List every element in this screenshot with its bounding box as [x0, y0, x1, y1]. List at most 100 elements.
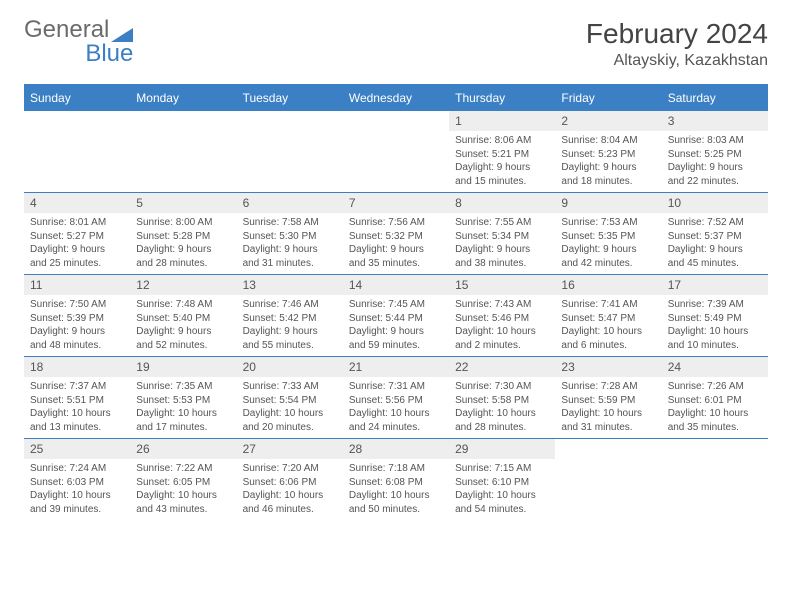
- sunrise-text: Sunrise: 7:15 AM: [455, 462, 549, 476]
- logo: GeneralBlue: [24, 18, 133, 66]
- day-number: [555, 439, 661, 459]
- day-details: Sunrise: 7:33 AMSunset: 5:54 PMDaylight:…: [237, 377, 343, 438]
- calendar-day-cell: 24Sunrise: 7:26 AMSunset: 6:01 PMDayligh…: [662, 357, 768, 439]
- day-number: 17: [662, 275, 768, 295]
- day-details: Sunrise: 7:26 AMSunset: 6:01 PMDaylight:…: [662, 377, 768, 438]
- day-details: Sunrise: 7:35 AMSunset: 5:53 PMDaylight:…: [130, 377, 236, 438]
- day-number: 2: [555, 111, 661, 131]
- sunrise-text: Sunrise: 7:53 AM: [561, 216, 655, 230]
- calendar-day-cell: 4Sunrise: 8:01 AMSunset: 5:27 PMDaylight…: [24, 193, 130, 275]
- sunset-text: Sunset: 5:54 PM: [243, 394, 337, 408]
- calendar-day-cell: 26Sunrise: 7:22 AMSunset: 6:05 PMDayligh…: [130, 439, 236, 521]
- day-number: 1: [449, 111, 555, 131]
- calendar-day-cell: 1Sunrise: 8:06 AMSunset: 5:21 PMDaylight…: [449, 111, 555, 193]
- sunset-text: Sunset: 6:08 PM: [349, 476, 443, 490]
- daylight-text: Daylight: 9 hours and 45 minutes.: [668, 243, 762, 270]
- sunrise-text: Sunrise: 8:00 AM: [136, 216, 230, 230]
- sunrise-text: Sunrise: 7:43 AM: [455, 298, 549, 312]
- sunset-text: Sunset: 5:32 PM: [349, 230, 443, 244]
- daylight-text: Daylight: 9 hours and 52 minutes.: [136, 325, 230, 352]
- calendar-day-cell: 29Sunrise: 7:15 AMSunset: 6:10 PMDayligh…: [449, 439, 555, 521]
- sunrise-text: Sunrise: 8:04 AM: [561, 134, 655, 148]
- calendar-day-cell: [555, 439, 661, 521]
- sunrise-text: Sunrise: 7:33 AM: [243, 380, 337, 394]
- sunset-text: Sunset: 5:30 PM: [243, 230, 337, 244]
- calendar-day-cell: [343, 111, 449, 193]
- logo-text-2: Blue: [85, 40, 133, 67]
- daylight-text: Daylight: 10 hours and 24 minutes.: [349, 407, 443, 434]
- calendar-table: Sunday Monday Tuesday Wednesday Thursday…: [24, 84, 768, 521]
- day-details: Sunrise: 7:56 AMSunset: 5:32 PMDaylight:…: [343, 213, 449, 274]
- day-number: 15: [449, 275, 555, 295]
- sunset-text: Sunset: 5:39 PM: [30, 312, 124, 326]
- sunset-text: Sunset: 5:35 PM: [561, 230, 655, 244]
- sunset-text: Sunset: 5:56 PM: [349, 394, 443, 408]
- sunset-text: Sunset: 5:34 PM: [455, 230, 549, 244]
- sunset-text: Sunset: 5:53 PM: [136, 394, 230, 408]
- day-details: Sunrise: 7:37 AMSunset: 5:51 PMDaylight:…: [24, 377, 130, 438]
- day-number: 5: [130, 193, 236, 213]
- daylight-text: Daylight: 9 hours and 38 minutes.: [455, 243, 549, 270]
- day-details: Sunrise: 7:30 AMSunset: 5:58 PMDaylight:…: [449, 377, 555, 438]
- day-details: Sunrise: 7:46 AMSunset: 5:42 PMDaylight:…: [237, 295, 343, 356]
- sunset-text: Sunset: 5:58 PM: [455, 394, 549, 408]
- day-number: 21: [343, 357, 449, 377]
- day-details: Sunrise: 7:28 AMSunset: 5:59 PMDaylight:…: [555, 377, 661, 438]
- day-header: Tuesday: [237, 85, 343, 111]
- day-number: 3: [662, 111, 768, 131]
- day-number: 8: [449, 193, 555, 213]
- sunrise-text: Sunrise: 7:41 AM: [561, 298, 655, 312]
- sunset-text: Sunset: 5:28 PM: [136, 230, 230, 244]
- sunrise-text: Sunrise: 7:31 AM: [349, 380, 443, 394]
- sunrise-text: Sunrise: 7:50 AM: [30, 298, 124, 312]
- day-header: Thursday: [449, 85, 555, 111]
- sunrise-text: Sunrise: 7:56 AM: [349, 216, 443, 230]
- day-number: 9: [555, 193, 661, 213]
- day-details: Sunrise: 8:03 AMSunset: 5:25 PMDaylight:…: [662, 131, 768, 192]
- sunrise-text: Sunrise: 7:30 AM: [455, 380, 549, 394]
- calendar-day-cell: [130, 111, 236, 193]
- sunset-text: Sunset: 5:42 PM: [243, 312, 337, 326]
- sunrise-text: Sunrise: 7:52 AM: [668, 216, 762, 230]
- calendar-day-cell: 10Sunrise: 7:52 AMSunset: 5:37 PMDayligh…: [662, 193, 768, 275]
- month-year-title: February 2024: [586, 18, 768, 50]
- day-details: Sunrise: 8:06 AMSunset: 5:21 PMDaylight:…: [449, 131, 555, 192]
- day-details: Sunrise: 7:39 AMSunset: 5:49 PMDaylight:…: [662, 295, 768, 356]
- day-header: Saturday: [662, 85, 768, 111]
- calendar-day-cell: 19Sunrise: 7:35 AMSunset: 5:53 PMDayligh…: [130, 357, 236, 439]
- sunset-text: Sunset: 5:21 PM: [455, 148, 549, 162]
- daylight-text: Daylight: 9 hours and 59 minutes.: [349, 325, 443, 352]
- daylight-text: Daylight: 10 hours and 20 minutes.: [243, 407, 337, 434]
- daylight-text: Daylight: 10 hours and 54 minutes.: [455, 489, 549, 516]
- day-details: Sunrise: 7:18 AMSunset: 6:08 PMDaylight:…: [343, 459, 449, 520]
- day-details: Sunrise: 7:24 AMSunset: 6:03 PMDaylight:…: [24, 459, 130, 520]
- calendar-day-cell: [237, 111, 343, 193]
- calendar-week-row: 25Sunrise: 7:24 AMSunset: 6:03 PMDayligh…: [24, 439, 768, 521]
- page-header: GeneralBlue February 2024 Altayskiy, Kaz…: [24, 18, 768, 70]
- sunrise-text: Sunrise: 7:37 AM: [30, 380, 124, 394]
- sunrise-text: Sunrise: 7:55 AM: [455, 216, 549, 230]
- calendar-week-row: 18Sunrise: 7:37 AMSunset: 5:51 PMDayligh…: [24, 357, 768, 439]
- day-number: 19: [130, 357, 236, 377]
- calendar-day-cell: 11Sunrise: 7:50 AMSunset: 5:39 PMDayligh…: [24, 275, 130, 357]
- day-number: 27: [237, 439, 343, 459]
- daylight-text: Daylight: 10 hours and 31 minutes.: [561, 407, 655, 434]
- day-header: Sunday: [24, 85, 130, 111]
- sunrise-text: Sunrise: 7:45 AM: [349, 298, 443, 312]
- calendar-day-cell: 9Sunrise: 7:53 AMSunset: 5:35 PMDaylight…: [555, 193, 661, 275]
- day-number: 10: [662, 193, 768, 213]
- sunrise-text: Sunrise: 7:58 AM: [243, 216, 337, 230]
- day-details: Sunrise: 7:22 AMSunset: 6:05 PMDaylight:…: [130, 459, 236, 520]
- day-details: Sunrise: 7:41 AMSunset: 5:47 PMDaylight:…: [555, 295, 661, 356]
- sunrise-text: Sunrise: 7:22 AM: [136, 462, 230, 476]
- day-details: Sunrise: 7:45 AMSunset: 5:44 PMDaylight:…: [343, 295, 449, 356]
- daylight-text: Daylight: 10 hours and 28 minutes.: [455, 407, 549, 434]
- sunrise-text: Sunrise: 7:46 AM: [243, 298, 337, 312]
- calendar-day-cell: 20Sunrise: 7:33 AMSunset: 5:54 PMDayligh…: [237, 357, 343, 439]
- daylight-text: Daylight: 9 hours and 31 minutes.: [243, 243, 337, 270]
- sunset-text: Sunset: 6:01 PM: [668, 394, 762, 408]
- daylight-text: Daylight: 10 hours and 17 minutes.: [136, 407, 230, 434]
- sunrise-text: Sunrise: 7:24 AM: [30, 462, 124, 476]
- calendar-day-cell: 16Sunrise: 7:41 AMSunset: 5:47 PMDayligh…: [555, 275, 661, 357]
- calendar-week-row: 4Sunrise: 8:01 AMSunset: 5:27 PMDaylight…: [24, 193, 768, 275]
